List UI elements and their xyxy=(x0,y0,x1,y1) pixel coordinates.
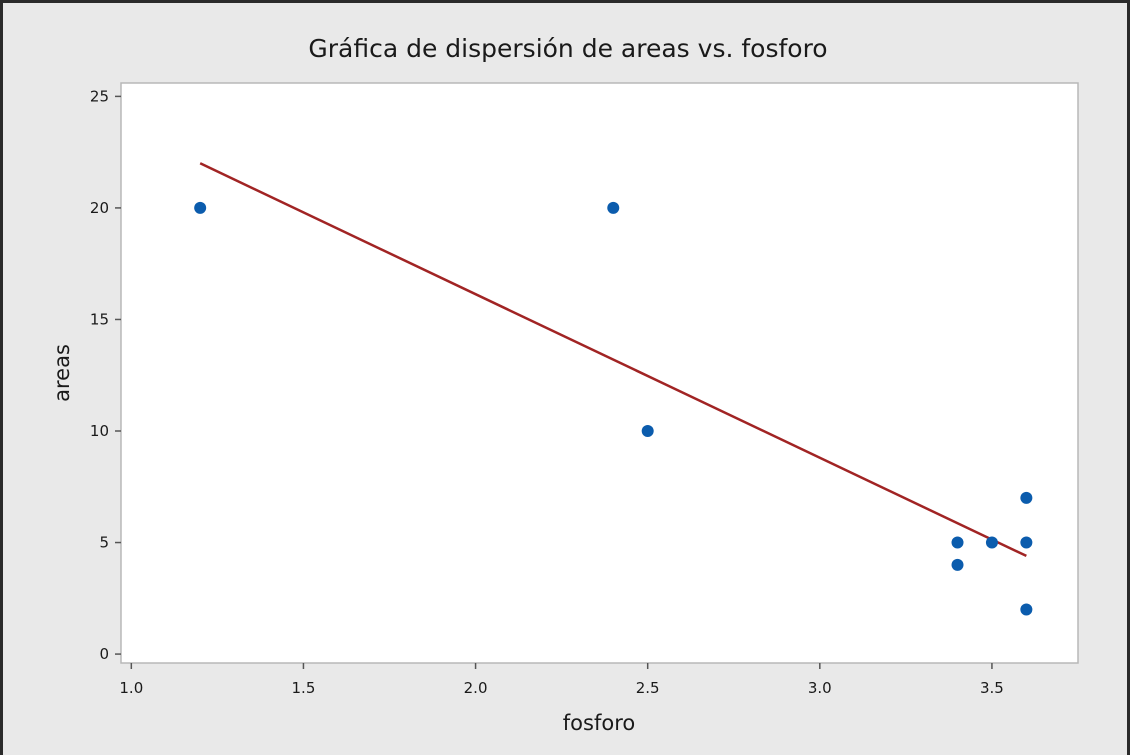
data-point xyxy=(1020,603,1033,616)
x-tick-label: 3.5 xyxy=(980,679,1004,697)
data-point xyxy=(641,425,654,437)
data-points xyxy=(194,201,1033,616)
y-tick-label: 25 xyxy=(90,87,109,105)
y-tick-label: 5 xyxy=(99,534,109,552)
x-axis: 1.0 1.5 2.0 2.5 3.0 3.5 xyxy=(119,663,1004,697)
y-axis-label: areas xyxy=(50,344,74,402)
data-point xyxy=(194,201,207,214)
data-point xyxy=(607,201,620,214)
x-axis-label: fosforo xyxy=(563,711,635,735)
y-axis: 0 5 10 15 20 25 xyxy=(90,87,121,663)
x-tick-label: 1.5 xyxy=(292,679,316,697)
data-point xyxy=(1020,491,1033,504)
chart-title: Gráfica de dispersión de areas vs. fosfo… xyxy=(308,34,827,63)
scatter-chart: Gráfica de dispersión de areas vs. fosfo… xyxy=(50,34,1079,735)
y-tick-label: 15 xyxy=(90,310,109,328)
data-point xyxy=(951,558,964,571)
x-tick-label: 1.0 xyxy=(119,679,143,697)
regression-line xyxy=(199,162,1027,558)
data-point xyxy=(951,536,964,549)
y-tick-label: 20 xyxy=(90,199,109,217)
data-point xyxy=(1020,536,1033,549)
plot-area xyxy=(120,82,1079,664)
x-tick-label: 3.0 xyxy=(808,679,832,697)
data-point xyxy=(985,536,998,549)
x-tick-label: 2.0 xyxy=(464,679,488,697)
y-tick-label: 10 xyxy=(90,422,109,440)
y-tick-label: 0 xyxy=(99,645,109,663)
x-tick-label: 2.5 xyxy=(636,679,660,697)
regression-line-group xyxy=(199,162,1027,558)
